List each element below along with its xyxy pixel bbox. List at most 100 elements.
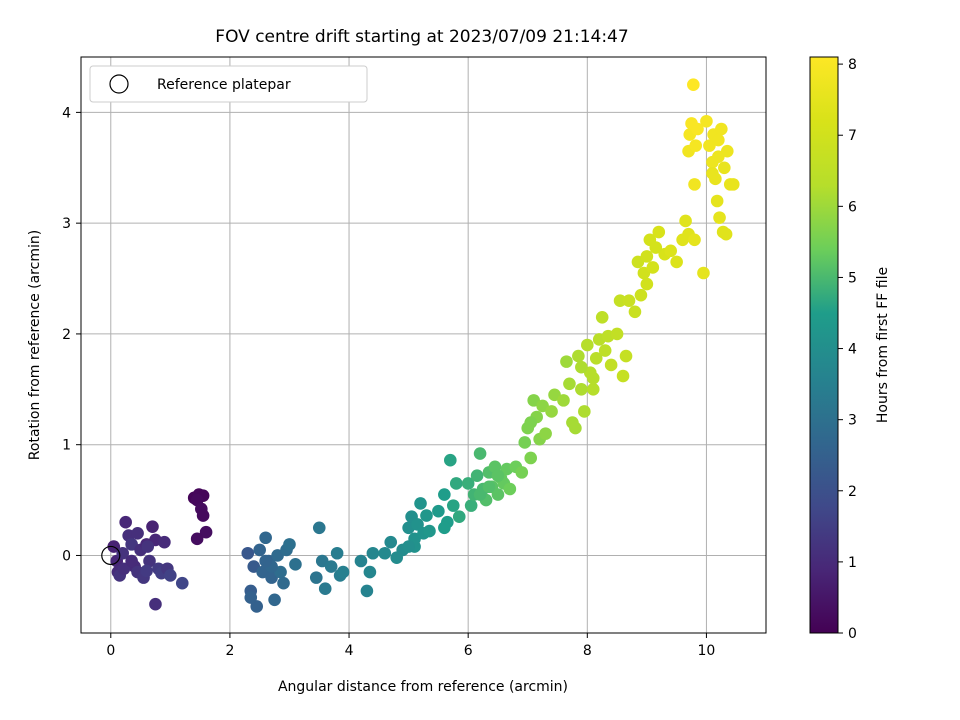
colorbar-label: Hours from first FF file	[875, 267, 891, 423]
data-point	[719, 227, 733, 241]
scatter-points	[107, 78, 740, 613]
x-tick-label: 6	[464, 643, 473, 659]
data-point	[640, 277, 654, 291]
data-point	[117, 562, 131, 576]
data-point	[470, 469, 484, 483]
data-point	[715, 122, 728, 136]
data-point	[572, 349, 585, 363]
data-point	[575, 383, 588, 396]
data-point	[384, 535, 398, 549]
data-point	[259, 531, 272, 545]
data-point	[268, 593, 281, 607]
data-point	[330, 546, 344, 560]
x-tick-label: 2	[225, 643, 234, 659]
data-point	[449, 477, 463, 490]
data-point	[253, 543, 266, 557]
data-point	[438, 521, 451, 535]
data-point	[575, 360, 588, 374]
x-tick-label: 0	[106, 643, 115, 659]
data-point	[158, 535, 171, 549]
data-point	[646, 261, 660, 274]
data-point	[402, 540, 415, 553]
data-point	[545, 405, 558, 418]
data-point	[539, 427, 552, 440]
reference-point	[101, 545, 121, 566]
chart-title: FOV centre drift starting at 2023/07/09 …	[215, 27, 628, 47]
data-point	[473, 488, 487, 501]
data-point	[244, 591, 258, 604]
colorbar-tick-label: 5	[848, 270, 857, 286]
legend-box	[89, 65, 368, 103]
colorbar-tick-label: 3	[848, 413, 857, 429]
data-point	[524, 451, 538, 465]
data-point	[146, 520, 159, 533]
data-point	[515, 466, 529, 479]
legend-marker	[109, 74, 129, 94]
data-point	[164, 569, 177, 582]
y-tick-label: 2	[62, 327, 71, 343]
y-axis-label: Rotation from reference (arcmin)	[27, 230, 43, 460]
data-point	[726, 178, 740, 191]
data-point	[598, 344, 612, 357]
data-point	[613, 294, 627, 307]
data-point	[713, 211, 726, 224]
colorbar-tick-label: 7	[848, 128, 857, 144]
data-point	[360, 584, 374, 598]
data-point	[363, 565, 377, 579]
plot-frame	[80, 56, 767, 634]
data-point	[691, 122, 704, 136]
data-point	[670, 255, 683, 269]
data-point	[354, 554, 368, 568]
colorbar-tick-label: 2	[848, 484, 857, 500]
data-point	[464, 499, 478, 512]
data-point	[432, 504, 445, 518]
data-point	[649, 241, 663, 254]
data-point	[143, 554, 156, 568]
colorbar-tick-label: 1	[848, 555, 857, 571]
data-point	[378, 546, 392, 560]
data-point	[482, 480, 496, 494]
data-point	[622, 294, 636, 307]
data-point	[444, 453, 457, 467]
x-tick-label: 8	[583, 643, 592, 659]
y-tick-label: 0	[62, 548, 71, 564]
data-point	[452, 510, 466, 523]
data-point	[259, 554, 272, 568]
data-point	[563, 377, 576, 391]
data-point	[706, 167, 719, 180]
y-tick-label: 1	[62, 438, 71, 454]
colorbar-tick-label: 8	[848, 57, 857, 73]
data-point	[718, 161, 731, 175]
data-point	[366, 546, 380, 560]
data-point	[131, 527, 144, 540]
data-point	[700, 114, 713, 128]
data-point	[586, 371, 600, 385]
data-point	[446, 499, 460, 512]
data-point	[438, 488, 451, 501]
y-tick-label: 4	[62, 105, 71, 121]
data-point	[634, 288, 648, 302]
data-point	[411, 518, 424, 531]
data-point	[720, 144, 734, 158]
data-point	[324, 560, 338, 573]
data-point	[640, 250, 654, 263]
data-point	[283, 538, 296, 551]
y-axis-ticks: 0 1 2 3 4	[62, 105, 81, 564]
x-axis-ticks: 0 2 4 6 8 10	[106, 633, 715, 659]
data-point	[688, 233, 701, 247]
data-point	[589, 351, 603, 365]
data-point	[610, 327, 624, 341]
data-point	[524, 416, 538, 429]
data-point	[687, 78, 700, 91]
data-point	[119, 515, 132, 529]
data-point	[679, 214, 692, 228]
data-point	[491, 469, 505, 483]
data-point	[578, 405, 591, 418]
data-point	[277, 576, 290, 590]
data-point	[503, 482, 517, 496]
data-point	[309, 571, 323, 584]
data-point	[581, 338, 594, 352]
data-point	[199, 525, 213, 539]
data-point	[289, 558, 302, 571]
